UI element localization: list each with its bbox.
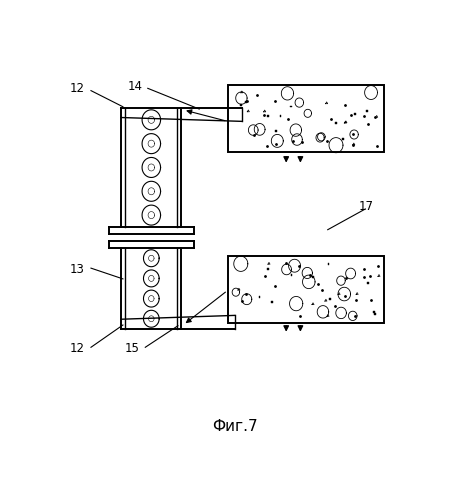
Bar — [329, 298, 331, 300]
Bar — [290, 274, 292, 276]
Bar — [228, 256, 384, 323]
Bar — [240, 104, 242, 106]
Bar — [259, 296, 261, 298]
Text: 17: 17 — [359, 200, 374, 213]
Bar — [373, 311, 375, 313]
Bar — [290, 105, 292, 107]
Text: 12: 12 — [69, 82, 84, 95]
Bar — [267, 115, 269, 117]
Bar — [366, 110, 368, 111]
Bar — [335, 122, 337, 124]
Text: 14: 14 — [128, 80, 143, 93]
Bar — [367, 282, 369, 284]
Bar — [271, 301, 273, 303]
Bar — [245, 101, 246, 103]
Bar — [354, 113, 355, 114]
Bar — [327, 263, 329, 265]
Text: 15: 15 — [125, 342, 139, 355]
Text: Фиг.7: Фиг.7 — [212, 419, 257, 434]
Bar — [342, 138, 344, 140]
Bar — [267, 268, 269, 270]
Text: 12: 12 — [69, 342, 84, 355]
Bar — [275, 130, 277, 132]
Bar — [228, 85, 384, 152]
Text: 13: 13 — [69, 263, 84, 276]
Bar — [279, 115, 281, 117]
Bar — [312, 276, 314, 278]
Bar — [374, 313, 376, 315]
